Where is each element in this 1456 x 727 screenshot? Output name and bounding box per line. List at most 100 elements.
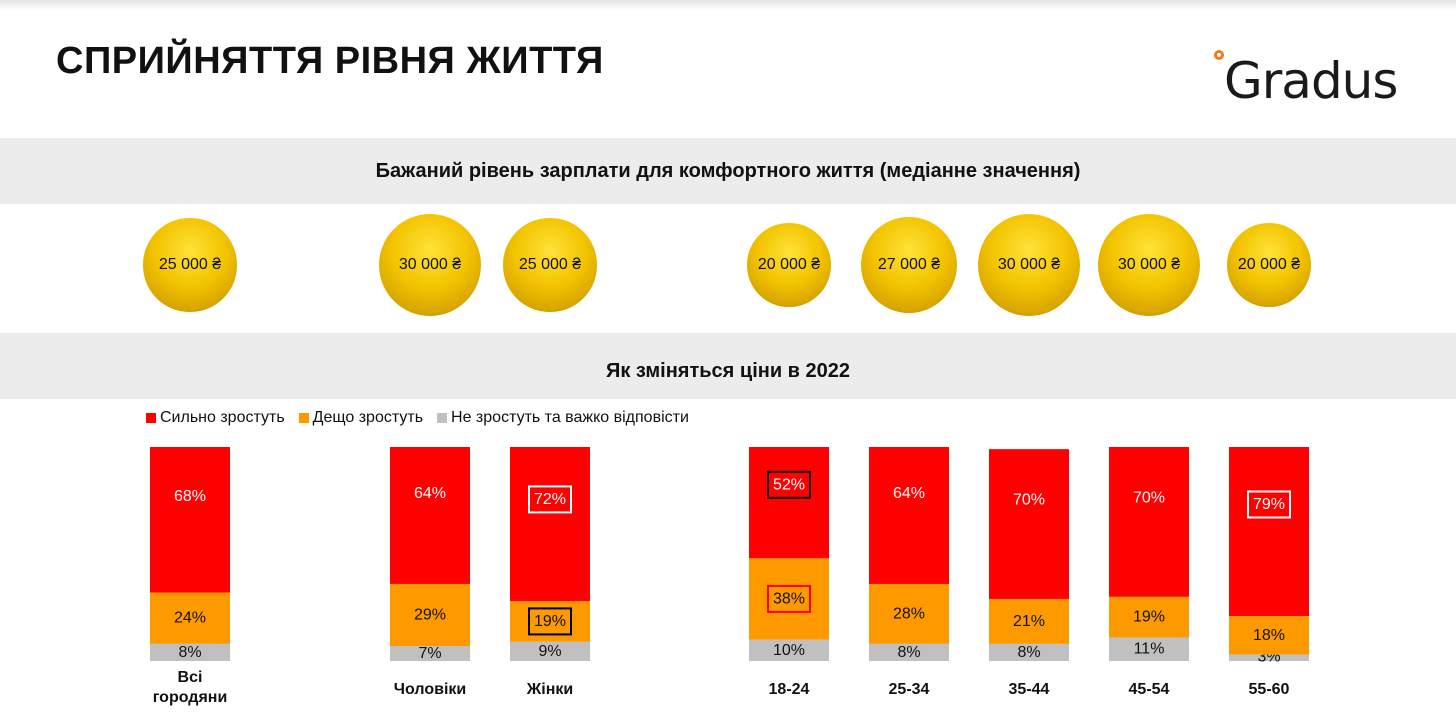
logo-dot-icon xyxy=(1214,50,1224,60)
highlight-box xyxy=(767,584,811,613)
highlight-box xyxy=(528,485,572,514)
page-title: СПРИЙНЯТТЯ РІВНЯ ЖИТТЯ xyxy=(56,40,604,82)
legend-label: Сильно зростуть xyxy=(160,409,285,426)
salary-coin-label: 30 000 ₴ xyxy=(398,256,462,273)
bar-segment xyxy=(1229,654,1309,661)
bar-value-label: 7% xyxy=(418,645,441,662)
salary-coin: 27 000 ₴ xyxy=(860,216,958,314)
bar-segment xyxy=(510,641,590,661)
salary-section-title: Бажаний рівень зарплати для комфортного … xyxy=(375,160,1081,182)
bar-segment xyxy=(1229,616,1309,655)
legend-item: Не зростуть та важко відповісти xyxy=(437,409,689,427)
chart-legend: Сильно зростуть Дещо зростуть Не зростуть … xyxy=(146,409,689,427)
top-shadow xyxy=(0,0,1456,10)
bar-value-label: 8% xyxy=(178,644,201,661)
legend-label: Дещо зростуть xyxy=(312,409,424,426)
highlight-box xyxy=(767,470,811,499)
salary-coin: 30 000 ₴ xyxy=(1098,214,1200,316)
bar-segment xyxy=(749,447,829,559)
salary-coin-label: 20 000 ₴ xyxy=(757,255,821,273)
logo-text: Gradus xyxy=(1224,52,1398,110)
bar-value-label: 64% xyxy=(893,485,925,502)
gradus-logo: Gradus xyxy=(1212,44,1422,114)
salary-coin: 20 000 ₴ xyxy=(1227,223,1311,307)
legend-swatch xyxy=(298,413,309,423)
bar-segment xyxy=(150,447,230,593)
salary-coin-label: 20 000 ₴ xyxy=(1237,255,1301,273)
bar-value-label: 21% xyxy=(1013,613,1045,630)
bar-value-label: 68% xyxy=(174,488,206,505)
bar-value-label: 70% xyxy=(1013,492,1045,509)
category-label-line: городяни xyxy=(152,689,228,706)
bar-segment xyxy=(869,583,949,644)
bar-segment xyxy=(989,643,1069,661)
bar-value-label: 3% xyxy=(1257,648,1280,665)
bar-value-label: 24% xyxy=(174,610,206,627)
legend-item: Дещо зростуть xyxy=(298,409,424,427)
category-label-line: Всі xyxy=(177,669,203,686)
category-label-line: 55-60 xyxy=(1248,681,1290,698)
category-label: 55-60 xyxy=(1209,680,1329,700)
bar-value-label: 19% xyxy=(534,613,566,630)
category-label: Чоловіки xyxy=(370,680,490,700)
bar-value-label: 9% xyxy=(538,643,561,660)
salary-coin: 30 000 ₴ xyxy=(978,214,1080,316)
bar-segment xyxy=(989,449,1069,599)
salary-coin: 30 000 ₴ xyxy=(379,214,481,316)
bar-segment xyxy=(390,447,470,584)
salary-coin: 25 000 ₴ xyxy=(503,218,597,312)
category-label-line: Жінки xyxy=(526,681,574,698)
category-label: 45-54 xyxy=(1089,680,1209,700)
category-label: Жінки xyxy=(490,680,610,700)
category-label-line: 25-34 xyxy=(888,681,930,698)
category-label-line: 18-24 xyxy=(768,681,810,698)
bar-segment xyxy=(749,558,829,640)
salary-coin-label: 30 000 ₴ xyxy=(997,256,1061,273)
category-label: 18-24 xyxy=(729,680,849,700)
prices-section-band xyxy=(0,333,1456,399)
bar-value-label: 72% xyxy=(534,491,566,508)
salary-coin: 20 000 ₴ xyxy=(747,223,831,307)
bar-segment xyxy=(1109,447,1189,597)
bar-segment xyxy=(390,583,470,647)
bar-segment xyxy=(1229,447,1309,617)
category-label: 25-34 xyxy=(849,680,969,700)
bar-segment xyxy=(510,447,590,602)
bar-value-label: 8% xyxy=(1017,644,1040,661)
salary-coin: 25 000 ₴ xyxy=(143,218,237,312)
category-label-line: 45-54 xyxy=(1128,681,1170,698)
salary-coin-label: 27 000 ₴ xyxy=(877,255,941,273)
bar-segment xyxy=(1109,596,1189,638)
bar-segment xyxy=(869,447,949,584)
bar-value-label: 52% xyxy=(773,476,805,493)
bar-segment xyxy=(989,598,1069,644)
bar-value-label: 8% xyxy=(897,644,920,661)
bar-value-label: 18% xyxy=(1253,627,1285,644)
category-label-line: 35-44 xyxy=(1008,681,1050,698)
bar-value-label: 19% xyxy=(1133,609,1165,626)
bar-segment xyxy=(390,646,470,661)
bar-segment xyxy=(749,639,829,661)
bar-value-label: 70% xyxy=(1133,489,1165,506)
prices-section-title: Як зміняться ціни в 2022 xyxy=(605,360,851,382)
salary-coin-label: 30 000 ₴ xyxy=(1117,256,1181,273)
bar-value-label: 28% xyxy=(893,605,925,622)
bar-segment xyxy=(869,643,949,661)
bar-value-label: 38% xyxy=(773,590,805,607)
bar-segment xyxy=(1109,637,1189,661)
bar-value-label: 79% xyxy=(1253,496,1285,513)
legend-swatch xyxy=(437,413,448,423)
legend-swatch xyxy=(146,413,156,423)
legend-label: Не зростуть та важко відповісти xyxy=(451,409,689,426)
bar-value-label: 10% xyxy=(773,642,805,659)
salary-coin-label: 25 000 ₴ xyxy=(158,255,222,273)
bar-value-label: 64% xyxy=(414,485,446,502)
category-label-line: Чоловіки xyxy=(393,681,467,698)
bar-segment xyxy=(150,643,230,661)
category-label: 35-44 xyxy=(969,680,1089,700)
salary-section-band xyxy=(0,138,1456,204)
legend-item: Сильно зростуть xyxy=(146,409,285,427)
bar-value-label: 11% xyxy=(1134,641,1165,658)
highlight-box xyxy=(1247,490,1291,519)
highlight-box xyxy=(528,607,572,636)
